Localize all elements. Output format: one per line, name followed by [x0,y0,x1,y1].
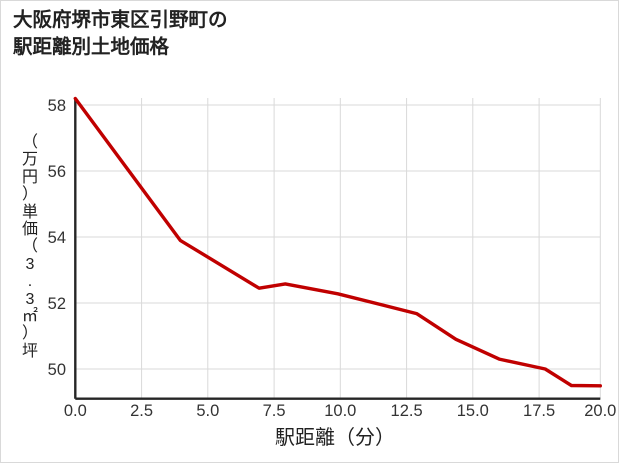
svg-text:50: 50 [48,361,66,379]
svg-text:5.0: 5.0 [196,402,219,420]
svg-text:0.0: 0.0 [64,402,87,420]
svg-text:2.5: 2.5 [130,402,153,420]
svg-text:54: 54 [48,229,66,247]
svg-text:12.5: 12.5 [391,402,423,420]
svg-text:7.5: 7.5 [263,402,286,420]
svg-text:駅距離（分）: 駅距離（分） [275,426,395,449]
svg-text:10.0: 10.0 [324,402,356,420]
svg-text:58: 58 [48,97,66,115]
svg-text:56: 56 [48,163,66,181]
svg-text:17.5: 17.5 [523,402,555,420]
svg-text:20.0: 20.0 [584,402,616,420]
svg-text:15.0: 15.0 [457,402,489,420]
svg-text:52: 52 [48,295,66,313]
